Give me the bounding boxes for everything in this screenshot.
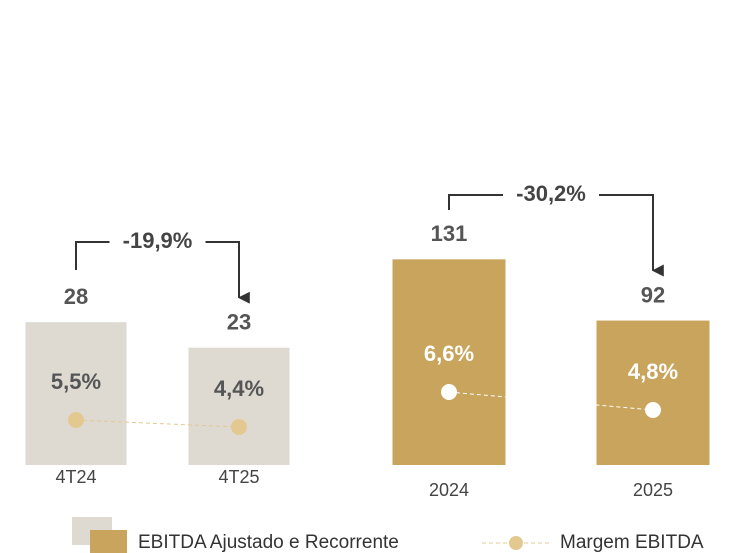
legend-swatch bbox=[90, 530, 127, 553]
margin-line bbox=[75, 419, 240, 428]
bar bbox=[596, 320, 710, 465]
legend-label: Margem EBITDA bbox=[560, 532, 704, 553]
bar-value-label: 92 bbox=[641, 282, 665, 307]
margin-label: 6,6% bbox=[424, 341, 474, 366]
bar bbox=[188, 347, 290, 465]
change-annotation: -30,2% bbox=[516, 181, 586, 206]
category-label: 2025 bbox=[633, 480, 673, 500]
bar bbox=[25, 322, 127, 465]
margin-dot bbox=[441, 384, 457, 400]
margin-dot bbox=[231, 419, 247, 436]
category-label: 4T24 bbox=[55, 467, 96, 487]
legend: EBITDA Ajustado e Recorrente Margem EBIT… bbox=[72, 517, 704, 553]
change-connector bbox=[448, 194, 653, 271]
change-annotation: -19,9% bbox=[123, 228, 193, 253]
margin-label: 4,4% bbox=[214, 376, 264, 401]
margin-dot bbox=[68, 412, 84, 429]
legend-label: EBITDA Ajustado e Recorrente bbox=[138, 532, 399, 553]
bar-value-label: 28 bbox=[64, 284, 88, 309]
category-label: 2024 bbox=[429, 480, 469, 500]
margin-dot bbox=[645, 402, 661, 418]
bar-value-label: 23 bbox=[227, 310, 251, 335]
bar bbox=[392, 259, 506, 465]
bar-value-label: 131 bbox=[431, 221, 468, 246]
margin-label: 5,5% bbox=[51, 369, 101, 394]
change-connector bbox=[75, 241, 239, 298]
margin-line bbox=[448, 391, 654, 411]
margin-label: 4,8% bbox=[628, 359, 678, 384]
category-label: 4T25 bbox=[218, 467, 259, 487]
legend-dot bbox=[509, 536, 523, 550]
